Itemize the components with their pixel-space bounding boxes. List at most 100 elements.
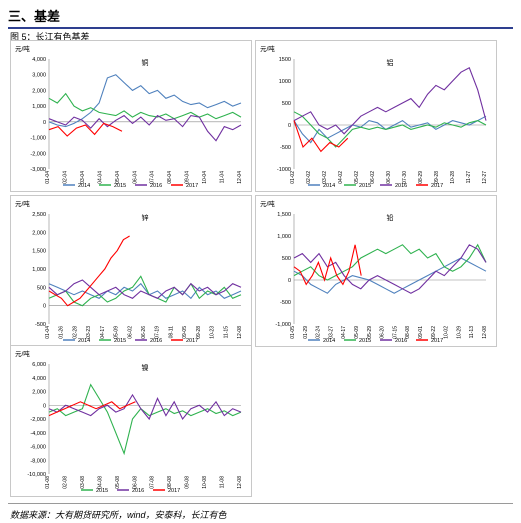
header-divider <box>8 27 513 29</box>
x-tick-label: 12-08 <box>237 476 243 489</box>
chart-nickel: 元/吨镍 6,000 4,000 2,000 0 -2,000 -4,000 -6,000 -8… <box>15 349 243 494</box>
x-tick-label: 12-08 <box>237 326 243 339</box>
chart-panel-copper: 元/吨铜 4,000 3,000 2,000 1,000 0 -1,000 -2,000 -3,… <box>10 40 252 192</box>
y-tick-label: -8,000 <box>30 458 46 464</box>
series-line-2015 <box>293 243 487 281</box>
y-tick-label: -1,000 <box>30 136 46 142</box>
x-tick-label: 03-23 <box>86 326 92 339</box>
y-tick-label: 2,000 <box>32 230 46 236</box>
x-tick-label: 08-08 <box>167 476 173 489</box>
x-tick-label: 04-17 <box>100 326 106 339</box>
y-tick-label: 4,000 <box>32 376 46 382</box>
legend-label-2017: 2017 <box>186 338 198 344</box>
series-line-2014 <box>48 282 242 300</box>
x-tick-label: 09-28 <box>434 171 440 184</box>
x-tick-label: 09-05 <box>182 326 188 339</box>
y-tick-label: 1,000 <box>277 234 291 240</box>
chart-title: 锌 <box>142 213 149 222</box>
x-tick-label: 11-08 <box>220 476 226 489</box>
chart-panel-lead: 元/吨铅 1,500 1,000 500 0 -500 -1,000 01-05 01-29 02… <box>255 195 497 347</box>
y-tick-label: -2,000 <box>30 151 46 157</box>
x-tick-label: 09-04 <box>185 171 191 184</box>
y-tick-label: 2,000 <box>32 88 46 94</box>
x-tick-label: 05-08 <box>115 476 121 489</box>
y-tick-label: -1,000 <box>275 322 291 328</box>
y-tick-label: 3,000 <box>32 73 46 79</box>
x-tick-label: 10-23 <box>210 326 216 339</box>
x-tick-label: 05-29 <box>367 326 373 339</box>
footer-divider <box>8 503 513 504</box>
chart-title: 铝 <box>387 58 394 67</box>
series-line-2017 <box>48 122 123 137</box>
x-tick-label: 03-02 <box>322 171 328 184</box>
legend-label-2015: 2015 <box>114 183 126 189</box>
legend-label-2014: 2014 <box>323 338 335 344</box>
x-tick-label: 08-08 <box>405 326 411 339</box>
x-tick-label: 11-15 <box>223 326 229 339</box>
y-tick-label: -6,000 <box>30 445 46 451</box>
y-tick-label: -2,000 <box>30 417 46 423</box>
x-tick-label: 11-04 <box>220 171 226 184</box>
x-tick-label: 04-08 <box>97 476 103 489</box>
x-tick-label: 06-08 <box>132 476 138 489</box>
x-tick-label: 02-02 <box>306 171 312 184</box>
chart-copper: 元/吨铜 4,000 3,000 2,000 1,000 0 -1,000 -2,000 -3,… <box>15 44 243 189</box>
x-tick-label: 05-09 <box>114 326 120 339</box>
y-tick-label: -1000 <box>277 167 291 173</box>
x-tick-label: 11-13 <box>469 326 475 339</box>
chart-panel-aluminum: 元/吨铝 1500 1000 500 0 -500 -1000 01-02 02-02 03-02… <box>255 40 497 192</box>
x-tick-label: 10-04 <box>202 171 208 184</box>
y-tick-label: 1,500 <box>277 212 291 218</box>
y-tick-label: 500 <box>282 101 291 107</box>
x-tick-label: 12-27 <box>482 171 488 184</box>
chart-panel-zinc: 元/吨锌 2,500 2,000 1,500 1,000 500 0 -500 01-04 01-… <box>10 195 252 347</box>
section-title: 三、基差 <box>8 9 61 24</box>
series-line-2015 <box>48 275 242 307</box>
y-tick-label: 500 <box>37 285 46 291</box>
series-line-2014 <box>293 115 487 144</box>
x-tick-label: 01-02 <box>290 171 296 184</box>
y-tick-label: 0 <box>288 123 291 129</box>
legend-label-2017: 2017 <box>168 488 180 494</box>
series-line-2016 <box>48 279 242 299</box>
chart-title: 铅 <box>387 213 394 222</box>
chart-panel-nickel: 元/吨镍 6,000 4,000 2,000 0 -2,000 -4,000 -6,000 -8… <box>10 345 252 497</box>
y-tick-label: 4,000 <box>32 57 46 63</box>
y-tick-label: 500 <box>282 256 291 262</box>
y-tick-label: 1,500 <box>32 249 46 255</box>
x-tick-label: 03-27 <box>328 326 334 339</box>
x-tick-label: 01-05 <box>290 326 296 339</box>
y-tick-label: 6,000 <box>32 362 46 368</box>
x-tick-label: 11-27 <box>466 171 472 184</box>
unit-label: 元/吨 <box>260 199 275 208</box>
legend-label-2016: 2016 <box>132 488 144 494</box>
series-line-2017 <box>48 401 136 417</box>
y-tick-label: 0 <box>43 403 46 409</box>
y-tick-label: -4,000 <box>30 431 46 437</box>
y-tick-label: 1000 <box>279 79 291 85</box>
x-tick-label: 01-04 <box>45 326 51 339</box>
x-tick-label: 04-02 <box>338 171 344 184</box>
series-line-2016 <box>48 114 242 142</box>
x-tick-label: 09-08 <box>185 476 191 489</box>
y-tick-label: 1,000 <box>32 104 46 110</box>
data-source: 数据来源：大有期货研究所，wind，安泰科，长江有色 <box>10 510 227 520</box>
x-tick-label: 04-17 <box>341 326 347 339</box>
series-line-2017 <box>293 120 349 153</box>
series-line-2015 <box>293 111 487 148</box>
y-tick-label: -3,000 <box>30 167 46 173</box>
x-tick-label: 03-08 <box>80 476 86 489</box>
x-tick-label: 06-02 <box>127 326 133 339</box>
y-tick-label: -500 <box>280 145 291 151</box>
legend-label-2017: 2017 <box>431 338 443 344</box>
y-tick-label: 0 <box>43 304 46 310</box>
series-line-2015 <box>48 383 242 456</box>
legend-label-2016: 2016 <box>395 183 407 189</box>
series-line-2014 <box>293 257 487 294</box>
legend-label-2016: 2016 <box>150 183 162 189</box>
x-tick-label: 04-04 <box>97 171 103 184</box>
x-tick-label: 07-08 <box>150 476 156 489</box>
x-tick-label: 10-02 <box>444 326 450 339</box>
legend-label-2015: 2015 <box>359 338 371 344</box>
y-tick-label: 1,000 <box>32 267 46 273</box>
